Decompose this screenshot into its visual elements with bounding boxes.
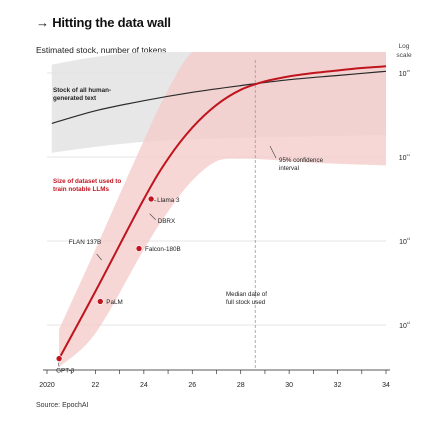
median-annotation-line-1: full stock used bbox=[226, 299, 266, 306]
x-tick-label-2026: 26 bbox=[188, 382, 196, 389]
model-label-dbrx: DBRX bbox=[158, 218, 176, 225]
model-point-llama-3 bbox=[148, 196, 154, 202]
model-label-llama-3: Llama 3 bbox=[157, 197, 180, 204]
projection-label-line-1: train notable LLMs bbox=[53, 186, 109, 193]
model-point-gpt-3 bbox=[56, 356, 62, 362]
model-point-falcon-180b bbox=[136, 246, 142, 252]
median-annotation-line-0: Median date of bbox=[226, 291, 267, 298]
model-label-palm: PaLM bbox=[106, 299, 122, 306]
y-tick-label-3: 10¹⁵ bbox=[399, 69, 410, 78]
log-scale-label-line-1: scale bbox=[396, 52, 412, 59]
x-tick-label-2030: 30 bbox=[285, 382, 293, 389]
model-leader-gpt-3 bbox=[58, 363, 59, 367]
ci-annotation-line-0: 95% confidence bbox=[279, 157, 324, 164]
y-tick-base-3: 10 bbox=[399, 71, 407, 78]
projection-label-line-0: Size of dataset used to bbox=[53, 178, 121, 185]
y-tick-exp-0: ¹² bbox=[407, 321, 411, 326]
model-label-flan-137b: FLAN 137B bbox=[69, 239, 102, 246]
y-tick-label-1: 10¹³ bbox=[399, 237, 410, 246]
model-label-falcon-180b: Falcon-180B bbox=[145, 246, 181, 253]
y-tick-label-2: 10¹⁴ bbox=[399, 153, 410, 162]
y-tick-base-1: 10 bbox=[399, 239, 407, 246]
model-point-palm bbox=[97, 298, 103, 304]
x-tick-label-2022: 22 bbox=[92, 382, 100, 389]
y-tick-exp-1: ¹³ bbox=[407, 237, 411, 242]
x-tick-label-2024: 24 bbox=[140, 382, 148, 389]
model-label-gpt-3: GPT-3 bbox=[56, 368, 75, 375]
x-tick-label-2028: 28 bbox=[237, 382, 245, 389]
y-tick-exp-2: ¹⁴ bbox=[406, 153, 410, 158]
y-tick-base-2: 10 bbox=[399, 155, 407, 162]
log-scale-label-line-0: Log bbox=[399, 43, 410, 50]
y-tick-base-0: 10 bbox=[399, 323, 407, 330]
x-tick-label-2032: 32 bbox=[334, 382, 342, 389]
human-text-label-line-0: Stock of all human- bbox=[53, 87, 111, 94]
source-note: Source: EpochAI bbox=[36, 402, 89, 409]
y-tick-exp-3: ¹⁵ bbox=[407, 69, 411, 74]
human-text-label-line-1: generated text bbox=[53, 95, 97, 102]
y-tick-label-0: 10¹² bbox=[399, 321, 410, 330]
ci-annotation-line-1: interval bbox=[279, 165, 299, 172]
x-tick-label-2020: 2020 bbox=[39, 382, 55, 389]
x-tick-label-2034: 34 bbox=[382, 382, 390, 389]
